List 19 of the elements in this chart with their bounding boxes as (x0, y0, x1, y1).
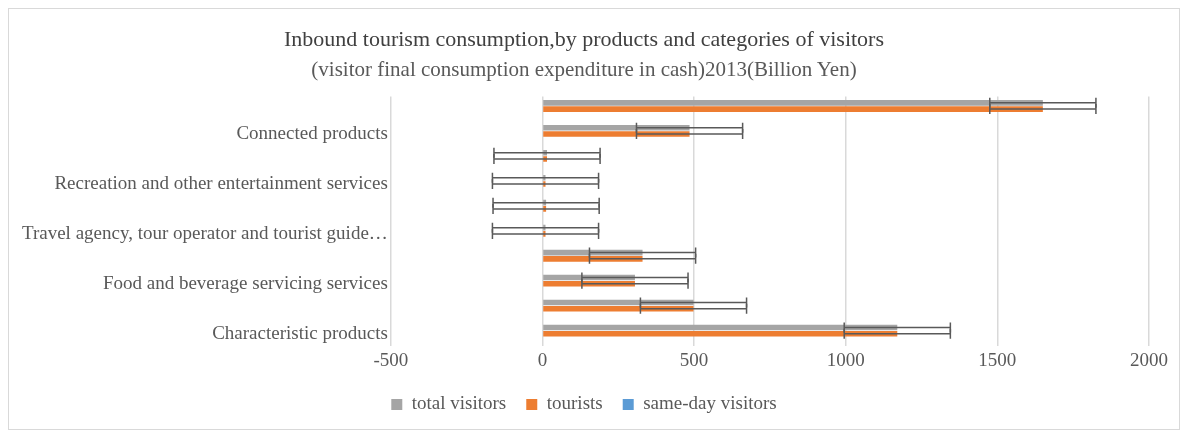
x-tick-label: 2000 (1130, 348, 1168, 370)
bar (543, 330, 898, 337)
chart-subtitle: (visitor final consumption expenditure in cash)2013(Billion Yen) (311, 56, 857, 81)
y-tick-label: Recreation and other entertainment services (54, 171, 388, 193)
x-tick-label: 0 (537, 348, 548, 370)
bar (543, 106, 1043, 112)
x-tick-label: 500 (679, 348, 709, 370)
y-tick-label: Characteristic products (212, 321, 388, 343)
legend-label: same-day visitors (643, 392, 777, 414)
chart-title: Inbound tourism consumption,by products and categories of visitors (283, 25, 885, 51)
x-tick-label: 1500 (978, 348, 1017, 370)
legend-label: tourists (546, 392, 603, 414)
x-tick-label: 1000 (826, 348, 865, 370)
x-tick-label: -500 (373, 348, 409, 370)
bar (543, 100, 1043, 106)
y-tick-label: Food and beverage servicing services (102, 271, 388, 293)
legend-label: total visitors (411, 392, 507, 414)
y-tick-label: Travel agency, tour operator and tourist guide… (21, 221, 388, 243)
y-tick-label: Connected products (236, 122, 388, 144)
